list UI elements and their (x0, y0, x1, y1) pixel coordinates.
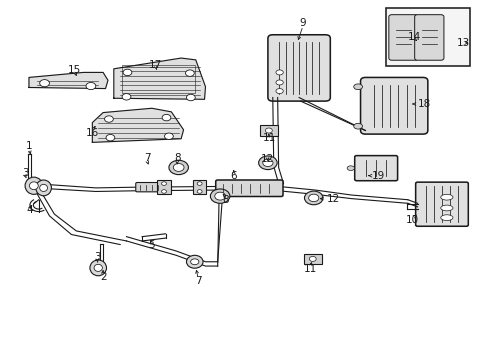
Text: 12: 12 (326, 194, 339, 204)
Ellipse shape (190, 259, 199, 265)
Ellipse shape (94, 264, 102, 271)
Circle shape (309, 256, 316, 261)
Text: 3: 3 (94, 252, 101, 262)
FancyBboxPatch shape (260, 126, 277, 135)
Text: 10: 10 (406, 215, 418, 225)
Ellipse shape (353, 84, 362, 90)
Text: 11: 11 (263, 133, 276, 143)
FancyBboxPatch shape (136, 183, 165, 192)
Text: 2: 2 (100, 272, 106, 282)
Circle shape (258, 156, 277, 170)
Circle shape (173, 163, 183, 171)
Polygon shape (29, 72, 108, 89)
Circle shape (304, 191, 323, 205)
Text: 14: 14 (407, 32, 420, 41)
Text: 12: 12 (260, 154, 273, 164)
Ellipse shape (186, 255, 203, 268)
Ellipse shape (25, 177, 42, 194)
Ellipse shape (275, 80, 283, 85)
Circle shape (308, 194, 318, 202)
Text: 19: 19 (371, 171, 385, 181)
Circle shape (106, 134, 115, 141)
Text: 11: 11 (303, 264, 316, 274)
FancyBboxPatch shape (157, 180, 170, 194)
Text: 7: 7 (143, 153, 150, 163)
FancyBboxPatch shape (215, 180, 283, 197)
FancyBboxPatch shape (304, 254, 321, 264)
Circle shape (122, 94, 131, 100)
Text: 8: 8 (174, 153, 180, 163)
Ellipse shape (36, 180, 51, 196)
Circle shape (265, 128, 272, 133)
Circle shape (161, 190, 166, 193)
Text: 7: 7 (194, 276, 201, 286)
Text: 8: 8 (222, 195, 229, 205)
Ellipse shape (346, 166, 354, 171)
Text: 1: 1 (25, 141, 32, 151)
Circle shape (86, 82, 96, 90)
FancyBboxPatch shape (192, 180, 206, 194)
Text: 18: 18 (417, 99, 430, 109)
Circle shape (186, 94, 195, 101)
Text: 13: 13 (456, 38, 469, 48)
Circle shape (104, 116, 113, 122)
Ellipse shape (353, 123, 362, 129)
Polygon shape (114, 58, 205, 99)
Polygon shape (92, 108, 183, 142)
Ellipse shape (40, 184, 47, 192)
Ellipse shape (275, 89, 283, 94)
Circle shape (168, 160, 188, 175)
Circle shape (161, 182, 166, 185)
FancyBboxPatch shape (267, 35, 330, 101)
Ellipse shape (440, 215, 452, 221)
Text: 16: 16 (85, 128, 99, 138)
FancyBboxPatch shape (354, 156, 397, 181)
Circle shape (197, 182, 202, 185)
Circle shape (185, 70, 194, 76)
FancyBboxPatch shape (360, 77, 427, 134)
Text: 17: 17 (149, 59, 162, 69)
Circle shape (262, 159, 272, 167)
FancyBboxPatch shape (415, 182, 468, 226)
Text: 5: 5 (148, 240, 155, 250)
Circle shape (214, 192, 225, 200)
Text: 4: 4 (26, 206, 33, 216)
Circle shape (164, 133, 173, 139)
Ellipse shape (440, 194, 452, 200)
FancyBboxPatch shape (385, 8, 469, 66)
Ellipse shape (29, 182, 38, 190)
Text: 6: 6 (230, 171, 237, 181)
Circle shape (210, 189, 229, 203)
Circle shape (40, 80, 49, 87)
Ellipse shape (440, 205, 452, 211)
FancyBboxPatch shape (388, 15, 417, 60)
Circle shape (123, 69, 132, 76)
Text: 9: 9 (299, 18, 305, 28)
Text: 3: 3 (22, 168, 28, 178)
Ellipse shape (275, 70, 283, 75)
FancyBboxPatch shape (414, 15, 443, 60)
Circle shape (162, 114, 170, 121)
Text: 15: 15 (68, 64, 81, 75)
Ellipse shape (90, 260, 106, 276)
Circle shape (197, 190, 202, 193)
